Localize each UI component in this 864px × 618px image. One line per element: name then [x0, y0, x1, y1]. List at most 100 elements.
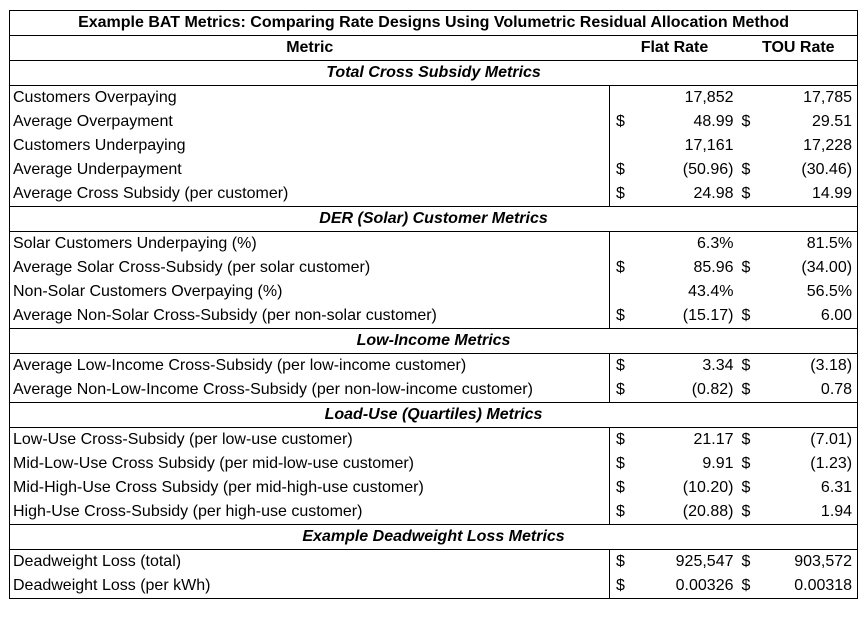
column-header-row: Metric Flat Rate TOU Rate: [9, 35, 859, 61]
table-row: Mid-Low-Use Cross Subsidy (per mid-low-u…: [9, 452, 859, 476]
metric-cell: Customers Underpaying: [9, 134, 610, 158]
tou-dollar-sign: $: [741, 307, 751, 324]
flat-dollar-sign: $: [616, 455, 625, 472]
table-row: Deadweight Loss (total) $925,547 $903,572: [9, 549, 859, 574]
metric-cell: Average Low-Income Cross-Subsidy (per lo…: [9, 353, 610, 378]
section-title: Example Deadweight Loss Metrics: [8, 524, 859, 550]
tou-dollar-sign: $: [741, 259, 751, 276]
section-title: DER (Solar) Customer Metrics: [8, 206, 859, 232]
metric-column-header: Metric: [9, 35, 610, 61]
tou-dollar-sign: $: [741, 455, 751, 472]
tou-rate-value: 6.00: [769, 304, 859, 329]
flat-dollar-sign: $: [616, 259, 625, 276]
tou-rate-value: 56.5%: [769, 280, 859, 304]
metric-cell: Solar Customers Underpaying (%): [9, 231, 610, 256]
flat-rate-value: 9.91: [702, 455, 734, 472]
table-row: Deadweight Loss (per kWh) $0.00326 $0.0031…: [9, 574, 859, 599]
table-row: Average Solar Cross-Subsidy (per solar c…: [9, 256, 859, 280]
metric-cell: Average Underpayment: [9, 158, 610, 182]
tou-rate-value: 17,228: [769, 134, 859, 158]
flat-dollar-sign: $: [616, 479, 625, 496]
flat-rate-value: 17,852: [684, 89, 734, 106]
tou-dollar-sign: $: [739, 574, 770, 599]
flat-rate-value: 48.99: [693, 113, 734, 130]
tou-rate-value: 1.94: [769, 500, 859, 525]
flat-dollar-sign: $: [616, 553, 625, 570]
tou-dollar-sign: [740, 134, 770, 158]
tou-dollar-sign: [740, 86, 770, 111]
flat-rate-value: (20.88): [682, 503, 734, 520]
tou-rate-value: (7.01): [769, 427, 859, 452]
flat-dollar-sign: $: [609, 574, 642, 599]
metric-cell: Average Non-Low-Income Cross-Subsidy (pe…: [9, 378, 610, 403]
table-row: Average Low-Income Cross-Subsidy (per lo…: [9, 353, 859, 378]
flat-rate-value: 21.17: [693, 431, 734, 448]
flat-rate-value: (0.82): [691, 381, 734, 398]
flat-dollar-sign: $: [616, 161, 625, 178]
tou-rate-value: 81.5%: [769, 231, 859, 256]
tou-dollar-sign: [740, 232, 770, 257]
flat-rate-value: 17,161: [684, 137, 734, 154]
metric-cell: Mid-High-Use Cross Subsidy (per mid-high…: [9, 476, 610, 500]
tou-rate-value: (34.00): [769, 256, 859, 280]
table-row: Mid-High-Use Cross Subsidy (per mid-high…: [9, 476, 859, 500]
table-row: Average Overpayment $48.99 $29.51: [9, 110, 859, 134]
flat-rate-column-header: Flat Rate: [609, 35, 740, 61]
tou-rate-value: 14.99: [769, 182, 859, 207]
table-row: Average Underpayment $ (50.96) $ (30.46): [9, 158, 859, 182]
tou-rate-value: (1.23): [769, 452, 859, 476]
flat-rate-value: 24.98: [693, 185, 734, 202]
flat-dollar-sign: $: [616, 113, 625, 130]
tou-dollar-sign: $: [741, 479, 751, 496]
flat-dollar-sign: $: [616, 307, 625, 324]
flat-rate-value: (10.20): [682, 479, 734, 496]
flat-rate-value: (15.17): [682, 307, 734, 324]
table-row: Low-Use Cross-Subsidy (per low-use custo…: [9, 427, 859, 452]
metric-cell: Non-Solar Customers Overpaying (%): [9, 280, 610, 304]
section-header-row: Total Cross Subsidy Metrics: [8, 60, 859, 86]
table-row: Non-Solar Customers Overpaying (%) 43.4% 5…: [9, 280, 859, 304]
table-row: Average Non-Solar Cross-Subsidy (per non…: [9, 304, 859, 329]
tou-dollar-sign: $: [741, 381, 751, 398]
section-header-row: DER (Solar) Customer Metrics: [8, 206, 859, 232]
flat-rate-value: 43.4%: [688, 283, 734, 300]
metric-cell: Average Cross Subsidy (per customer): [9, 182, 610, 207]
flat-dollar-sign: $: [616, 381, 625, 398]
metric-cell: High-Use Cross-Subsidy (per high-use cus…: [9, 500, 610, 525]
section-title: Total Cross Subsidy Metrics: [8, 60, 859, 86]
table-row: Customers Underpaying 17,161 17,228: [9, 134, 859, 158]
tou-rate-value: 903,572: [769, 549, 859, 574]
metric-cell: Deadweight Loss (per kWh): [9, 574, 610, 599]
bat-metrics-table: Example BAT Metrics: Comparing Rate Desi…: [8, 10, 859, 599]
flat-rate-value: 925,547: [675, 553, 734, 570]
tou-rate-value: 6.31: [769, 476, 859, 500]
flat-rate-value: 6.3%: [697, 235, 734, 252]
table-row: Solar Customers Underpaying (%) 6.3% 81.5%: [9, 231, 859, 257]
table-row: Customers Overpaying 17,852 17,785: [9, 85, 859, 111]
tou-rate-value: 17,785: [769, 85, 859, 110]
tou-rate-value: (30.46): [769, 158, 859, 182]
flat-rate-value: 3.34: [702, 357, 734, 374]
section-header-row: Example Deadweight Loss Metrics: [8, 524, 859, 550]
tou-dollar-sign: $: [741, 553, 751, 570]
section-header-row: Low-Income Metrics: [8, 328, 859, 354]
table-title: Example BAT Metrics: Comparing Rate Desi…: [8, 10, 859, 36]
flat-dollar-sign: $: [616, 503, 625, 520]
tou-rate-value: 0.78: [769, 378, 859, 403]
metric-cell: Customers Overpaying: [9, 85, 610, 110]
tou-dollar-sign: $: [741, 357, 751, 374]
tou-dollar-sign: $: [741, 431, 751, 448]
section-title: Load-Use (Quartiles) Metrics: [8, 402, 859, 428]
tou-rate-column-header: TOU Rate: [739, 35, 859, 61]
tou-rate-value: 29.51: [769, 110, 859, 134]
flat-dollar-sign: [610, 86, 642, 111]
flat-rate-value: 85.96: [693, 259, 734, 276]
section-header-row: Load-Use (Quartiles) Metrics: [8, 402, 859, 428]
tou-dollar-sign: $: [741, 503, 751, 520]
metric-cell: Deadweight Loss (total): [9, 549, 610, 574]
tou-rate-value: (3.18): [769, 353, 859, 378]
table-row: High-Use Cross-Subsidy (per high-use cus…: [9, 500, 859, 525]
metric-cell: Low-Use Cross-Subsidy (per low-use custo…: [9, 427, 610, 452]
flat-dollar-sign: [610, 232, 642, 257]
table-title-row: Example BAT Metrics: Comparing Rate Desi…: [8, 10, 859, 36]
